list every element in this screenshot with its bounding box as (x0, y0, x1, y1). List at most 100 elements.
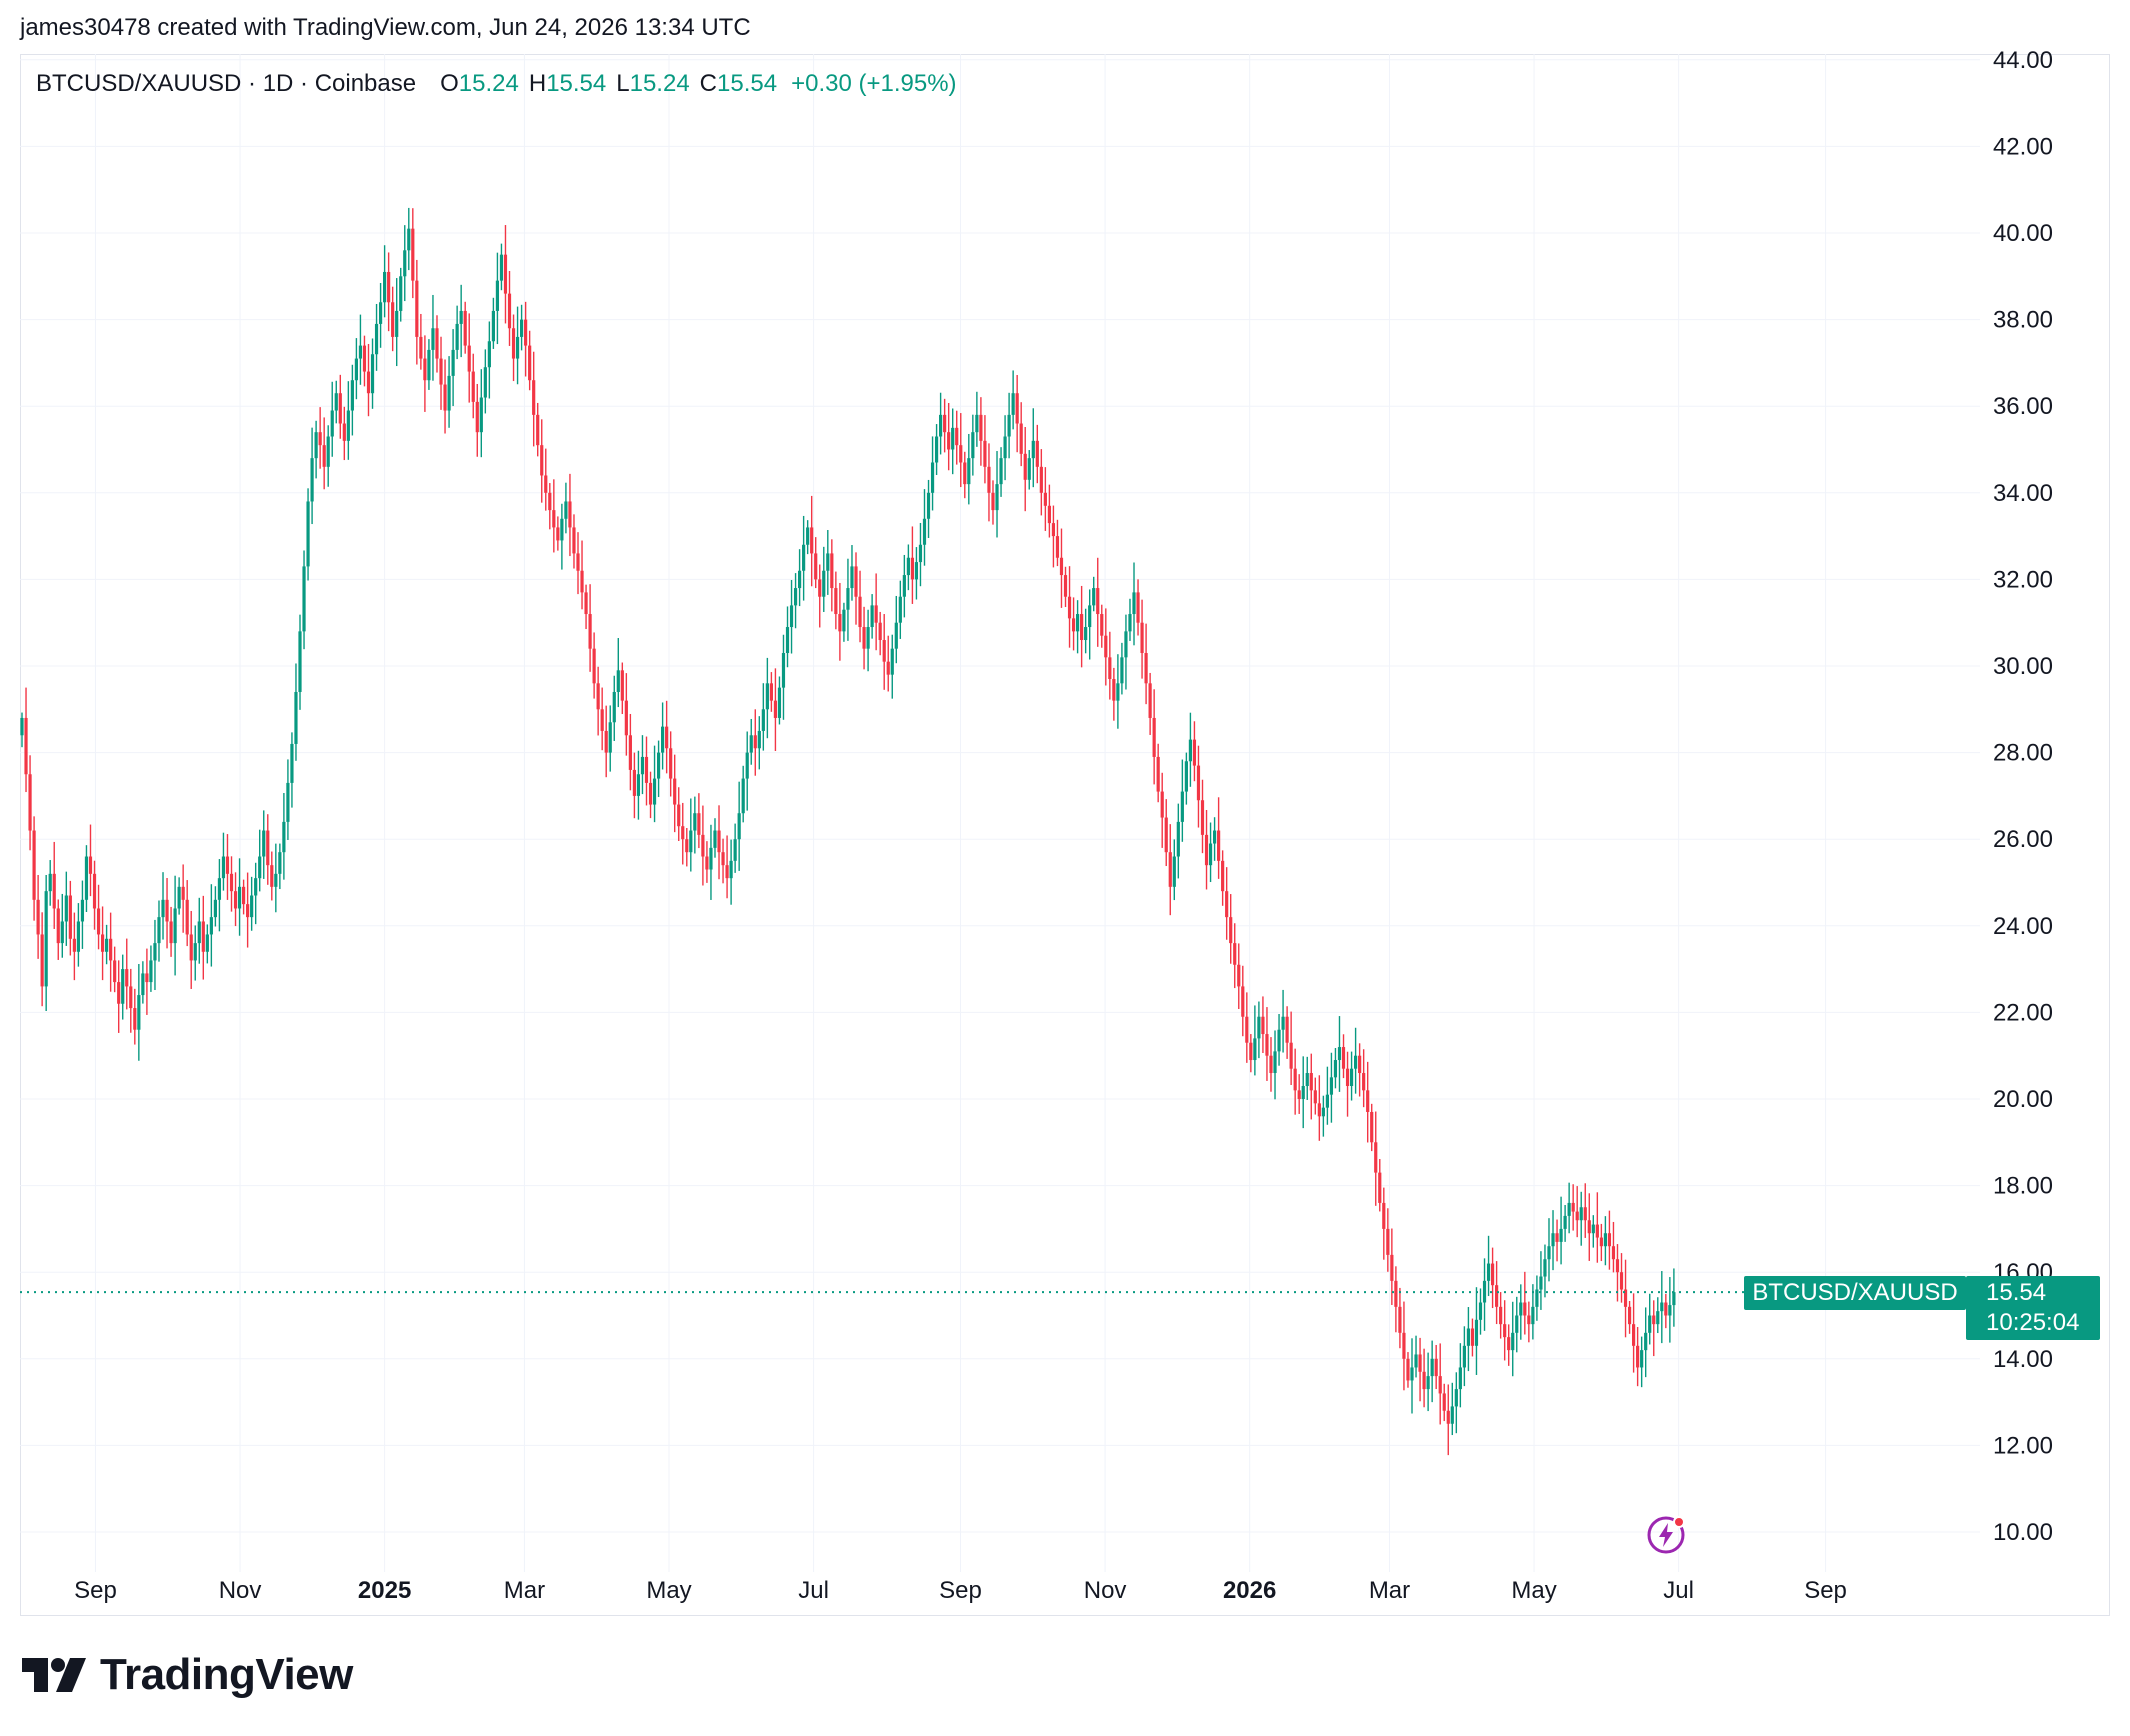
legend-open-label: O (440, 70, 459, 97)
candle-body (890, 648, 894, 675)
candle-body (125, 969, 129, 987)
y-tick-label: 22.00 (1993, 999, 2053, 1026)
candle (519, 304, 524, 351)
candle-body (793, 588, 798, 606)
candle (399, 267, 403, 322)
candle (789, 580, 794, 654)
candle-body (1627, 1306, 1632, 1325)
candle-body (411, 228, 415, 281)
candle-body (918, 544, 923, 563)
candle (1358, 1043, 1362, 1097)
candle-body (1031, 440, 1035, 459)
candle-body (785, 627, 790, 654)
candle-body (693, 813, 697, 831)
candle-body (709, 847, 713, 870)
candle (391, 286, 395, 352)
candle (1386, 1208, 1390, 1272)
candle-body (44, 891, 48, 987)
candle-body (1160, 791, 1164, 818)
candle-body (850, 566, 854, 589)
candle-body (922, 518, 927, 545)
candle-body (1003, 436, 1007, 459)
candle-body (467, 345, 471, 372)
candle (88, 824, 93, 897)
candle-body (1390, 1254, 1394, 1281)
candle-body (1051, 523, 1056, 537)
candle (1301, 1056, 1305, 1129)
candle-body (278, 852, 282, 874)
chart-frame[interactable] (20, 54, 2110, 1616)
candle (814, 537, 818, 589)
candle-body (1047, 505, 1051, 524)
candle (209, 884, 213, 967)
candle (1672, 1268, 1676, 1327)
candle-body (1108, 657, 1112, 679)
candle (1253, 1005, 1257, 1076)
legend-symbol[interactable]: BTCUSD/XAUUSD · 1D · Coinbase (36, 70, 417, 97)
candle-body (60, 921, 64, 944)
candle-body (612, 691, 616, 723)
candle (246, 872, 250, 948)
candle-body (910, 557, 915, 580)
candle-body (197, 921, 201, 944)
candle-body (1599, 1237, 1603, 1247)
candle-body (1233, 943, 1237, 965)
candle (1656, 1297, 1660, 1334)
candle (1591, 1215, 1595, 1248)
candle-body (1486, 1263, 1491, 1281)
candle-body (1547, 1246, 1551, 1260)
candle-body (914, 562, 919, 580)
candle-body (1567, 1202, 1571, 1216)
candle-body (487, 341, 491, 368)
candle-body (959, 445, 963, 463)
candle-body (1648, 1315, 1652, 1333)
candle (898, 580, 902, 639)
candle (278, 843, 282, 890)
candle-body (1362, 1073, 1366, 1091)
candle (769, 672, 773, 712)
candle (205, 924, 209, 964)
candle (1623, 1259, 1628, 1338)
candle-body (1007, 414, 1011, 437)
candle-body (1559, 1228, 1563, 1242)
y-tick-label: 20.00 (1993, 1086, 2053, 1113)
candle (60, 893, 64, 958)
candle-body (713, 830, 717, 848)
candle-body (1156, 756, 1160, 792)
candle-body (1515, 1315, 1519, 1333)
candle (471, 353, 475, 419)
candle (959, 413, 963, 488)
tradingview-logo[interactable]: TradingView (22, 1650, 353, 1700)
x-tick-label: Jul (798, 1577, 829, 1604)
lightning-icon[interactable] (1646, 1515, 1686, 1555)
candle (854, 552, 858, 625)
candle-body (1132, 592, 1136, 615)
candle-body (1664, 1302, 1668, 1316)
candle (1527, 1301, 1531, 1343)
candle (1474, 1287, 1479, 1375)
candle (681, 802, 685, 865)
candle-body (443, 384, 447, 411)
candle-body (934, 436, 939, 463)
candle-body (1128, 614, 1132, 632)
candle-body (68, 895, 72, 939)
candle (1660, 1271, 1664, 1344)
candle-body (507, 293, 512, 329)
candle (1067, 566, 1072, 648)
candle (1531, 1284, 1535, 1340)
candle-body (1353, 1055, 1358, 1069)
candle-body (882, 640, 886, 662)
candle (141, 961, 145, 1004)
price-scale: 10.0012.0014.0016.0018.0020.0022.0024.00… (1993, 47, 2053, 1546)
candle (632, 752, 637, 819)
candle-body (274, 873, 278, 887)
candle (483, 349, 487, 414)
candle (415, 259, 419, 365)
candle (1450, 1382, 1454, 1436)
candle-body (1640, 1350, 1644, 1368)
candle-body (1180, 791, 1184, 822)
candle (1353, 1027, 1358, 1094)
candle-body (576, 553, 580, 571)
candle-body (632, 769, 637, 796)
